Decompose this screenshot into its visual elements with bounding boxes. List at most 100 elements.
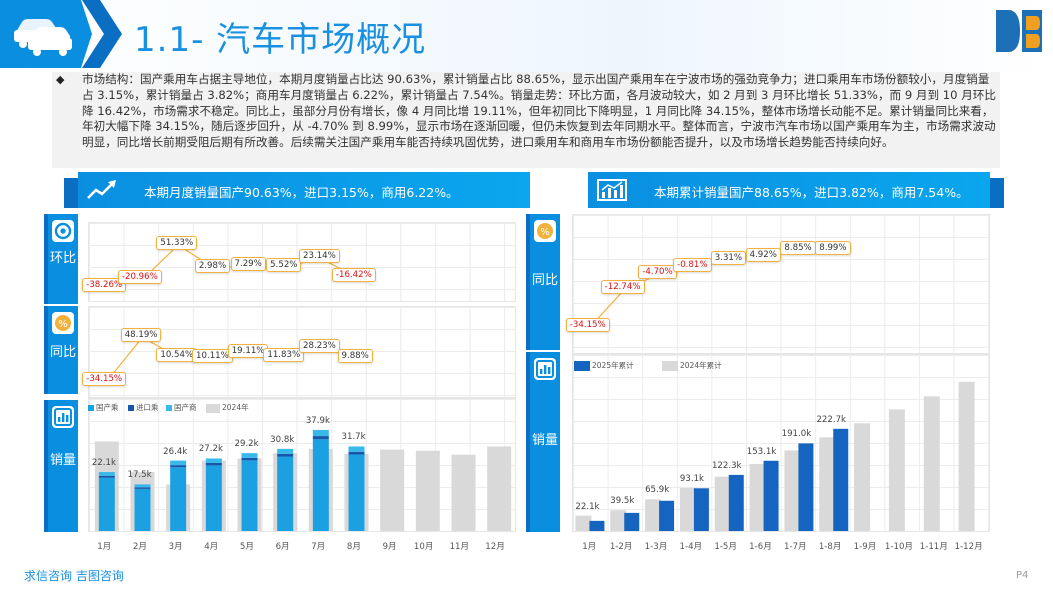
tab-cum-sales: 销量 [530,352,560,532]
cumulative-total-label: 122.3k [711,460,742,471]
cumulative-banner: 本期累计销量国产88.65%，进口3.82%，商用7.54%。 [588,172,990,208]
monthly_yoy-data-label: 10.11% [192,348,233,363]
monthly-x-tick: 12月 [485,542,505,552]
legend-swatch [128,405,134,411]
bar-domestic-commercial [348,446,365,452]
monthly-x-tick: 1月 [97,542,112,552]
cumulative_yoy-data-label: 8.85% [780,241,816,256]
bar-import-passenger [170,465,187,468]
company-logo-icon [996,10,1042,52]
cumulative_yoy-data-label: -12.74% [600,279,645,294]
cumulative-total-label: 222.7k [816,414,847,425]
bar-import-passenger [348,451,365,455]
footer-brand: 求信咨询 吉图咨询 [24,569,124,583]
legend-label: 2025年累计 [592,361,634,370]
cumulative-x-tick: 1-6月 [749,542,772,552]
tab-yoy: % 同比 [48,306,78,394]
legend-swatch [574,361,590,371]
monthly_yoy-data-label: 28.23% [299,338,340,353]
bar-import-passenger [241,457,258,461]
bar-2024-cumulative [958,381,975,531]
cumulative-total-label: 93.1k [679,473,705,484]
cumulative-x-tick: 1-10月 [884,542,914,552]
cum-sales-panel [572,354,990,532]
bar-2024-cumulative [819,437,836,531]
cumulative-x-tick: 1-5月 [714,542,737,552]
bar-domestic-commercial [98,472,115,476]
tab-shadow-cum-sales [526,352,532,532]
tab-yoy-label: 同比 [49,345,76,360]
cumulative-total-label: 22.1k [575,501,600,512]
legend-swatch [166,405,172,411]
monthly-x-tick: 2月 [132,542,147,552]
bar-domestic-passenger [277,456,294,531]
monthly_yoy-data-label: 19.11% [227,343,269,358]
cumulative_yoy-data-label: -0.81% [673,258,712,273]
cumulative-x-tick: 1-4月 [679,542,703,552]
legend-label: 国产乘 [96,403,119,412]
bar-chart-icon [534,358,556,380]
bar-2024-cumulative [575,515,592,531]
bar-import-passenger [277,453,294,457]
cumulative-x-tick: 1-7月 [784,542,807,552]
bar-2025-cumulative [693,488,709,531]
bar-2024-cumulative [679,487,696,531]
svg-text:%: % [540,227,550,238]
monthly-x-tick: 5月 [239,542,254,552]
bar-domestic-commercial [241,453,258,458]
market-summary: ◆ 市场结构：国产乘用车占据主导地位，本期月度销量占比达 90.63%，累计销量… [52,72,1000,168]
bar-domestic-passenger [134,488,151,531]
bar-domestic-commercial [312,429,329,437]
bar-2025-cumulative [624,512,640,531]
bar-2024 [451,454,476,531]
bar-trend-icon [597,179,627,201]
monthly-sales-bar-chart [94,429,512,531]
bar-domestic-passenger [205,465,222,531]
cumulative-x-tick: 1-12月 [954,542,983,552]
cumulative-total-label: 65.9k [645,485,670,496]
cumulative_yoy-data-label: -4.70% [638,265,677,280]
percent-icon: % [52,312,74,334]
bar-2024 [415,450,440,531]
cumulative_yoy-data-label: 4.92% [745,248,781,263]
tab-shadow-yoy [44,306,50,394]
monthly-total-label: 22.1k [91,458,116,469]
cumulative-total-label: 39.5k [610,496,635,507]
bar-2024 [487,446,512,531]
bar-2024-cumulative [714,476,731,531]
monthly-sales-panel [88,398,516,532]
cumulative_yoy-data-label: 8.99% [815,240,851,255]
bar-domestic-commercial [205,458,222,463]
bar-domestic-passenger [312,439,329,531]
monthly_mom-data-label: 23.14% [299,249,340,264]
cumulative-x-tick: 1月 [582,542,597,552]
monthly-banner: 本期月度销量国产90.63%，进口3.15%，商用6.22%。 [78,172,530,208]
tab-sales: 销量 [48,400,78,532]
legend-swatch [662,361,678,371]
monthly-total-label: 29.2k [234,439,259,450]
monthly-total-label: 27.2k [198,444,223,455]
monthly-total-label: 37.9k [305,415,330,426]
legend-label: 2024年累计 [680,361,722,370]
bar-2025-cumulative [589,520,605,531]
cumulative-x-tick: 1-11月 [919,542,948,552]
monthly_mom-data-label: 7.29% [230,256,266,271]
bar-domestic-commercial [170,460,187,466]
monthly-banner-text: 本期月度销量国产90.63%，进口3.15%，商用6.22%。 [144,185,459,200]
legend-swatch [88,405,94,411]
monthly_yoy-data-label: 11.83% [263,347,305,362]
summary-bullet: ◆ [56,73,65,86]
slide-header: 1.1- 汽车市场概况 [0,0,1053,72]
bar-chart-icon [52,406,74,428]
bar-2024-cumulative [645,499,662,531]
bar-domestic-passenger [170,467,187,531]
bar-2025-cumulative [798,443,814,531]
bar-2025-cumulative [763,460,779,531]
bar-2024-cumulative [854,423,871,531]
bar-import-passenger [134,487,151,489]
cumulative-x-tick: 1-2月 [609,542,633,552]
monthly_mom-data-label: -38.26% [82,278,127,293]
legend-label: 2024年 [222,403,249,412]
bar-domestic-commercial [134,484,151,488]
bar-2025-cumulative [659,500,675,531]
